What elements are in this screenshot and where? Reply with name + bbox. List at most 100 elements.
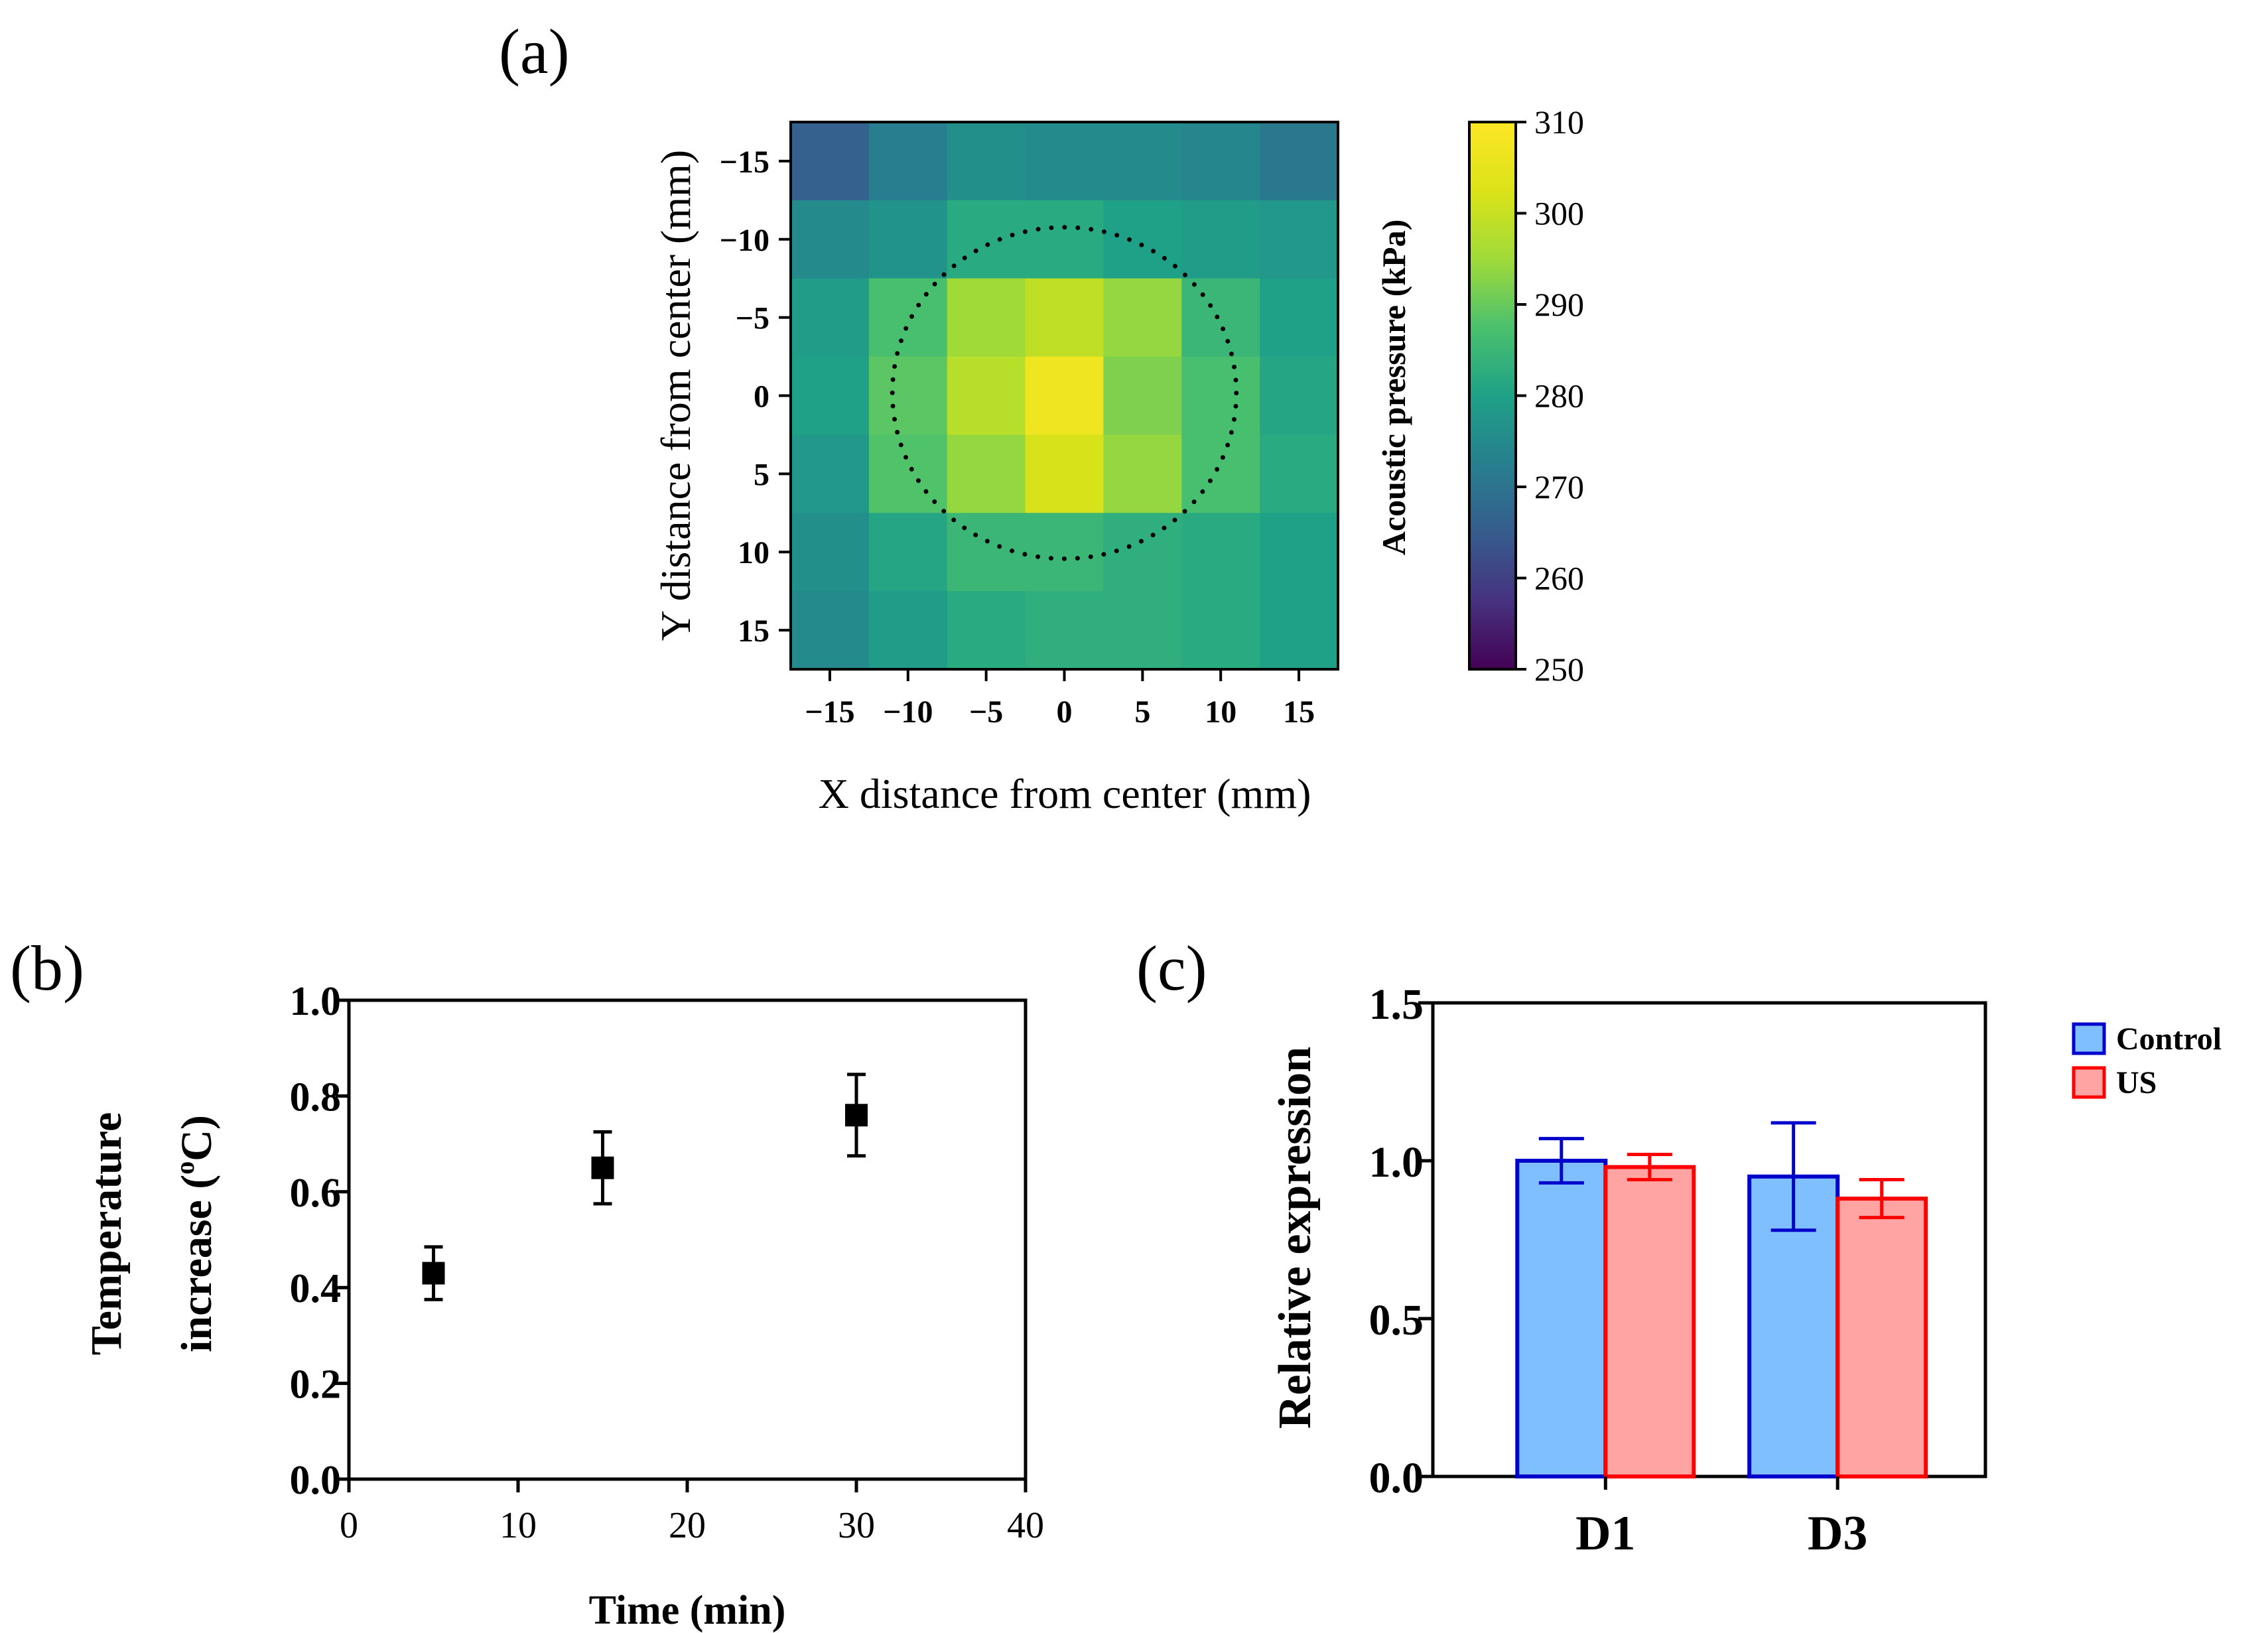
- panel-label-b: (b): [10, 933, 84, 1004]
- panel-label-c: (c): [1136, 933, 1207, 1004]
- scatter-x-axis-label: Time (min): [589, 1588, 786, 1633]
- heatmap-cell: [1025, 200, 1104, 279]
- scatter-y-label-degree: o: [170, 1161, 200, 1175]
- legend-swatch-control: [2072, 1022, 2106, 1055]
- scatter-y-tick-label: 1.0: [290, 979, 342, 1024]
- heatmap-cell: [791, 591, 870, 670]
- heatmap-cell: [1025, 591, 1104, 670]
- heatmap-cell: [868, 200, 948, 279]
- colorbar-tick-label: 270: [1534, 468, 1584, 505]
- scatter-y-axis-label-line2: increase (oC): [170, 1115, 221, 1352]
- heatmap-cell: [1103, 200, 1182, 279]
- colorbar-tick-label: 290: [1534, 286, 1584, 323]
- heatmap-cell: [947, 356, 1026, 436]
- heatmap-x-tick-label: 5: [1134, 694, 1150, 730]
- bar-legend: Control US: [2072, 1021, 2222, 1100]
- heatmap-cell: [791, 434, 870, 513]
- heatmap-cell: [1181, 122, 1260, 201]
- heatmap-cell: [1025, 278, 1104, 358]
- scatter-x-tick-label: 10: [500, 1505, 537, 1546]
- scatter-y-axis-label-line1: Temperature: [82, 1112, 131, 1356]
- heatmap-cell: [1260, 356, 1339, 436]
- heatmap-cells: [791, 122, 1339, 670]
- bar-control-d1: [1515, 1159, 1608, 1478]
- heatmap-y-axis-label: Y distance from center (mm): [652, 150, 699, 641]
- scatter-panel: 0 10 20 30 40 0.0 0.2 0.4 0.6 0.8 1.0 Time (min) T…: [82, 979, 1044, 1633]
- heatmap-x-tick-label: 10: [1205, 694, 1236, 730]
- bar-x-tick-label: D1: [1575, 1506, 1635, 1561]
- scatter-axes: 0 10 20 30 40 0.0 0.2 0.4 0.6 0.8 1.0: [290, 979, 1045, 1546]
- scatter-x-tick-label: 30: [838, 1505, 875, 1546]
- bar-x-tick-label: D3: [1808, 1506, 1867, 1561]
- heatmap-cell: [1025, 434, 1104, 513]
- heatmap-cell: [868, 356, 948, 436]
- heatmap-cell: [1260, 278, 1339, 358]
- heatmap-cell: [868, 591, 948, 670]
- heatmap-cell: [947, 434, 1026, 513]
- colorbar: [1468, 121, 1517, 671]
- heatmap-cell: [1181, 278, 1260, 358]
- bar-us-d3: [1835, 1197, 1928, 1478]
- heatmap-y-axis: −15 −10 −5 0 5 10 15: [720, 145, 791, 649]
- colorbar-tick-label: 310: [1534, 103, 1584, 141]
- bar-frame: [1431, 1001, 1987, 1478]
- scatter-y-tick-label: 0.0: [290, 1458, 342, 1503]
- heatmap-cell: [1181, 513, 1260, 592]
- bar-axes: 0.0 0.5 1.0 1.5 D1 D3: [1369, 980, 1868, 1561]
- colorbar-tick-label: 300: [1534, 195, 1584, 232]
- scatter-y-label-unit: C): [172, 1115, 221, 1161]
- heatmap-cell: [1260, 200, 1339, 279]
- heatmap-cell: [791, 122, 870, 201]
- colorbar-tick-label: 280: [1534, 377, 1584, 415]
- heatmap-cell: [1025, 122, 1104, 201]
- scatter-y-tick-label: 0.8: [290, 1075, 342, 1120]
- heatmap-y-tick-label: 0: [754, 379, 769, 415]
- heatmap-cell: [947, 513, 1026, 592]
- heatmap-y-tick-label: −15: [720, 145, 769, 180]
- dotted-circle: [890, 225, 1239, 561]
- bar-y-tick-label: 0.0: [1369, 1454, 1424, 1502]
- heatmap-y-tick-label: −5: [736, 301, 769, 336]
- heatmap-y-tick-label: 15: [738, 614, 769, 649]
- bar-y-axis-label: Relative expression: [1270, 1047, 1321, 1429]
- heatmap-cell: [947, 591, 1026, 670]
- heatmap-cell: [1181, 200, 1260, 279]
- bar-y-tick-label: 1.5: [1369, 980, 1424, 1029]
- heatmap-x-axis: −15 −10 −5 0 5 10 15: [805, 669, 1315, 730]
- bar-y-tick-label: 1.0: [1369, 1138, 1424, 1187]
- heatmap-y-tick-label: 5: [754, 457, 769, 492]
- colorbar-label: Acoustic pressure (kPa): [1375, 220, 1412, 555]
- heatmap-x-tick-label: 15: [1283, 694, 1315, 730]
- heatmap-cell: [1103, 591, 1182, 670]
- scatter-x-tick-label: 20: [669, 1505, 706, 1546]
- legend-swatch-us: [2072, 1066, 2106, 1099]
- scatter-y-tick-label: 0.4: [290, 1266, 342, 1311]
- legend-label-control: Control: [2116, 1021, 2222, 1057]
- scatter-y-tick-label: 0.6: [290, 1171, 342, 1216]
- heatmap-cell: [947, 122, 1026, 201]
- heatmap-y-tick-label: −10: [720, 223, 769, 258]
- heatmap-x-tick-label: −10: [883, 694, 933, 730]
- heatmap-cell: [1260, 591, 1339, 670]
- heatmap-panel: −15 −10 −5 0 5 10 15 −15 −10 −5 0 5 10 15 X distance…: [652, 103, 1584, 817]
- bar-y-tick-label: 0.5: [1369, 1296, 1424, 1344]
- heatmap-cell: [1025, 356, 1104, 436]
- colorbar-tick-label: 260: [1534, 560, 1584, 597]
- heatmap-cell: [868, 513, 948, 592]
- bar-marks: [1515, 1121, 1928, 1479]
- heatmap-cell: [791, 356, 870, 436]
- heatmap-x-tick-label: −15: [805, 694, 854, 730]
- heatmap-cell: [868, 278, 948, 358]
- heatmap-cell: [791, 200, 870, 279]
- heatmap-cell: [1181, 356, 1260, 436]
- scatter-points: [422, 1073, 868, 1301]
- heatmap-x-tick-label: 0: [1057, 694, 1073, 730]
- heatmap-cell: [947, 278, 1026, 358]
- scatter-y-tick-label: 0.2: [290, 1362, 342, 1407]
- heatmap-cell: [791, 278, 870, 358]
- scatter-y-label-text: increase (: [172, 1175, 221, 1352]
- heatmap-cell: [1260, 434, 1339, 513]
- colorbar-tick-label: 250: [1534, 651, 1584, 688]
- colorbar-ticks: 250 260 270 280 290 300 310: [1516, 103, 1584, 688]
- scatter-x-tick-label: 40: [1007, 1505, 1044, 1546]
